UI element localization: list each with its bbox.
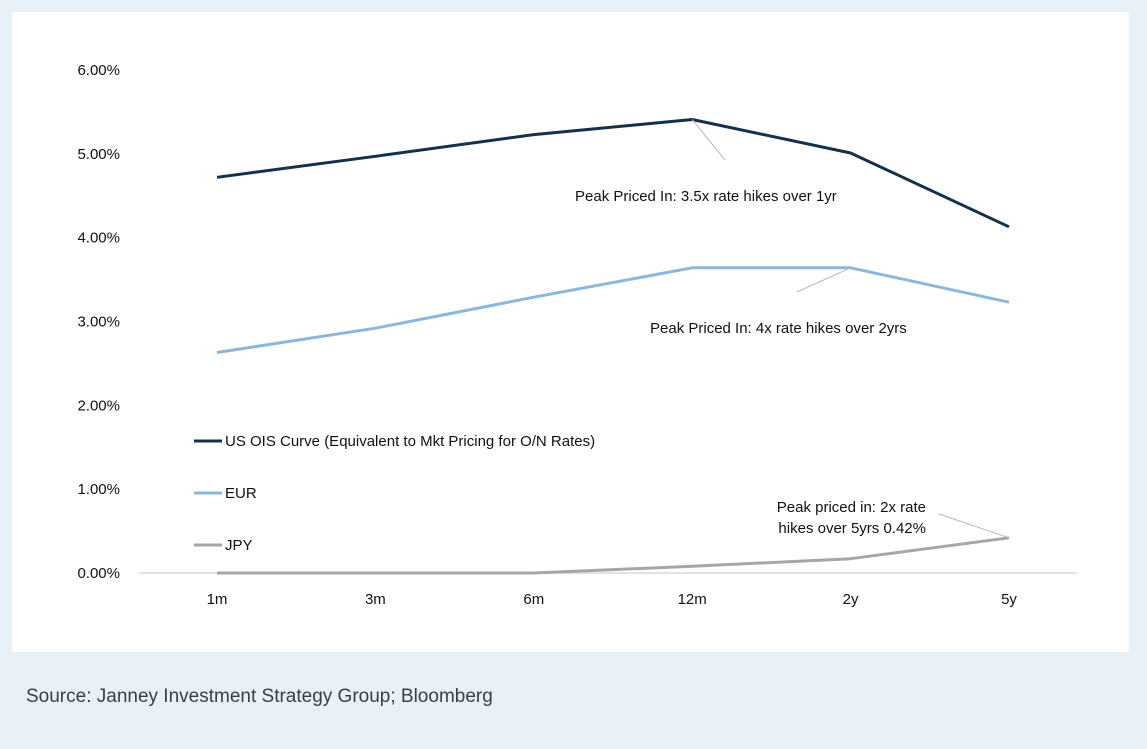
x-tick-label: 5y — [1001, 591, 1017, 608]
series-line-1 — [216, 266, 1010, 354]
annotation-leader-line — [796, 267, 851, 293]
y-tick-label: 4.00% — [77, 230, 120, 247]
x-tick-label: 6m — [523, 591, 544, 608]
source-note: Source: Janney Investment Strategy Group… — [26, 686, 493, 707]
series-line-0 — [216, 118, 1010, 229]
y-tick-label: 1.00% — [77, 481, 120, 498]
y-tick-label: 2.00% — [77, 397, 120, 414]
annotation-text: Peak priced in: 2x rate — [777, 499, 926, 516]
y-tick-label: 3.00% — [77, 314, 120, 331]
x-tick-label: 1m — [207, 591, 228, 608]
line-chart: 0.00% 1.00% 2.00% 3.00% 4.00% 5.00% 6.00% 1m 3m… — [77, 62, 1077, 608]
y-tick-label: 6.00% — [77, 62, 120, 79]
chart-panel: 0.00% 1.00% 2.00% 3.00% 4.00% 5.00% 6.00% 1m 3m… — [12, 12, 1129, 652]
annotation-leader-line — [938, 513, 1010, 539]
y-tick-label: 5.00% — [77, 146, 120, 163]
legend-label: EUR — [225, 485, 257, 502]
annotation-text: Peak Priced In: 3.5x rate hikes over 1yr — [575, 188, 837, 205]
annotation-text: hikes over 5yrs 0.42% — [778, 520, 926, 537]
x-tick-label: 2y — [843, 591, 859, 608]
y-tick-label: 0.00% — [77, 565, 120, 582]
x-tick-label: 3m — [365, 591, 386, 608]
legend-label: US OIS Curve (Equivalent to Mkt Pricing … — [225, 433, 595, 450]
annotation-leader-line — [691, 119, 726, 161]
annotation-text: Peak Priced In: 4x rate hikes over 2yrs — [650, 320, 907, 337]
x-tick-label: 12m — [678, 591, 707, 608]
series-line-2 — [217, 536, 1010, 575]
legend-label: JPY — [225, 537, 253, 554]
